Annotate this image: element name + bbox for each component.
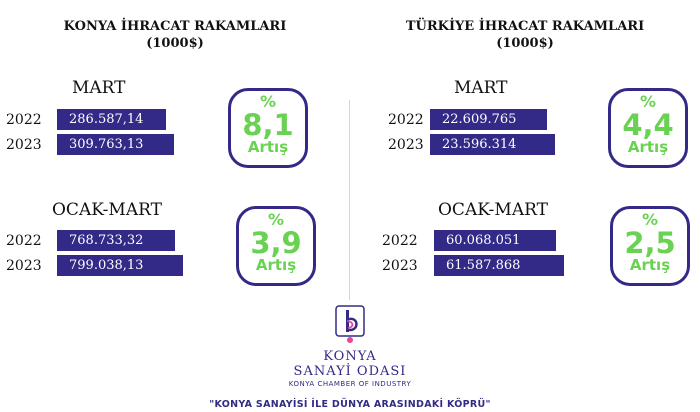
year-label: 2022 bbox=[382, 233, 418, 249]
value-bar: 768.733,32 bbox=[57, 230, 175, 251]
chamber-logo: KONYA SANAYİ ODASI KONYA CHAMBER OF INDU… bbox=[250, 305, 450, 389]
konya-export-panel: KONYA İHRACAT RAKAMLARI (1000$) MART 202… bbox=[0, 0, 350, 300]
panel-title: TÜRKİYE İHRACAT RAKAMLARI (1000$) bbox=[350, 18, 700, 52]
year-label: 2022 bbox=[388, 112, 424, 128]
year-label: 2023 bbox=[382, 258, 418, 274]
year-label: 2022 bbox=[6, 112, 42, 128]
section-label-ocak-mart: OCAK-MART bbox=[438, 200, 548, 220]
panel-title: KONYA İHRACAT RAKAMLARI (1000$) bbox=[0, 18, 350, 52]
year-label: 2023 bbox=[6, 258, 42, 274]
section-label-ocak-mart: OCAK-MART bbox=[52, 200, 162, 220]
panel-title-text: TÜRKİYE İHRACAT RAKAMLARI bbox=[405, 19, 645, 34]
change-value: 8,1 bbox=[242, 108, 294, 142]
brand-name-en: KONYA CHAMBER OF INDUSTRY bbox=[288, 380, 412, 388]
value-bar: 286.587,14 bbox=[57, 109, 166, 130]
panel-unit: (1000$) bbox=[146, 36, 204, 51]
change-label: Artış bbox=[247, 138, 289, 156]
year-label: 2023 bbox=[388, 137, 424, 153]
brand-name-line1: KONYA bbox=[323, 349, 377, 364]
year-label: 2022 bbox=[6, 233, 42, 249]
change-badge: % 3,9 Artış bbox=[236, 206, 316, 286]
change-badge: % 8,1 Artış bbox=[228, 88, 308, 168]
konya-chamber-logo-icon bbox=[335, 305, 365, 343]
percent-sign: % bbox=[639, 92, 657, 111]
section-label-mart: MART bbox=[72, 78, 126, 98]
value-bar: 309.763,13 bbox=[57, 134, 174, 155]
change-badge: % 2,5 Artış bbox=[610, 206, 690, 286]
panel-divider bbox=[349, 100, 350, 300]
motto: "KONYA SANAYİSİ İLE DÜNYA ARASINDAKİ KÖP… bbox=[209, 399, 491, 410]
section-label-mart: MART bbox=[454, 78, 508, 98]
change-label: Artış bbox=[627, 138, 669, 156]
value-bar: 23.596.314 bbox=[430, 134, 555, 155]
turkiye-export-panel: TÜRKİYE İHRACAT RAKAMLARI (1000$) MART 2… bbox=[350, 0, 700, 300]
value-bar: 22.609.765 bbox=[430, 109, 547, 130]
change-label: Artış bbox=[629, 256, 671, 274]
year-label: 2023 bbox=[6, 137, 42, 153]
percent-sign: % bbox=[641, 210, 659, 229]
brand-name-line2: SANAYİ ODASI bbox=[293, 364, 407, 379]
percent-sign: % bbox=[267, 210, 285, 229]
change-label: Artış bbox=[255, 256, 297, 274]
percent-sign: % bbox=[259, 92, 277, 111]
change-badge: % 4,4 Artış bbox=[608, 88, 688, 168]
value-bar: 60.068.051 bbox=[434, 230, 556, 251]
value-bar: 799.038,13 bbox=[57, 255, 183, 276]
change-value: 4,4 bbox=[622, 108, 674, 142]
panel-title-text: KONYA İHRACAT RAKAMLARI bbox=[63, 19, 287, 34]
change-value: 3,9 bbox=[250, 226, 302, 260]
panel-unit: (1000$) bbox=[496, 36, 554, 51]
value-bar: 61.587.868 bbox=[434, 255, 564, 276]
change-value: 2,5 bbox=[624, 226, 676, 260]
